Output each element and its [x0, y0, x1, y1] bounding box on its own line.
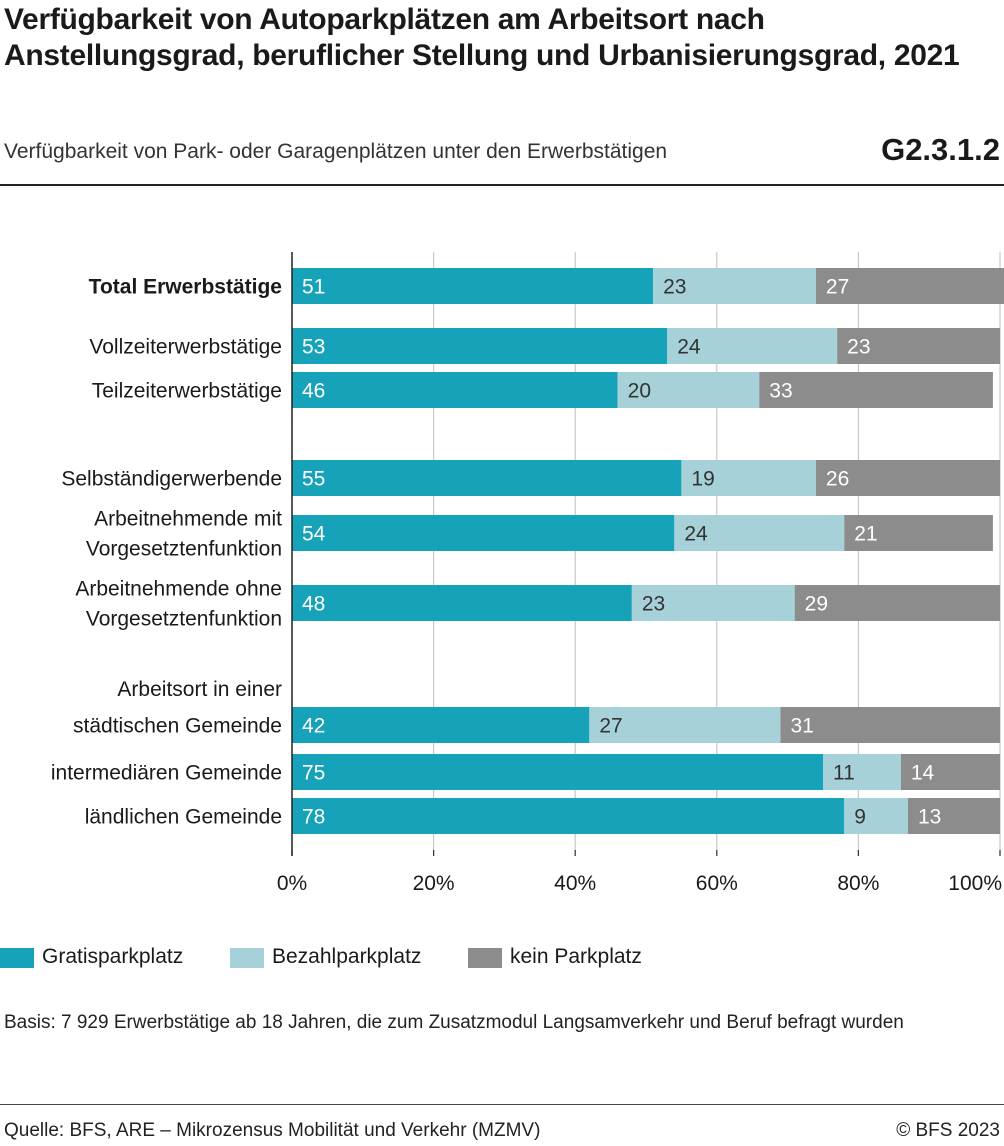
legend-swatch-kein-parkplatz: [468, 948, 502, 968]
bar-segment: [631, 585, 795, 621]
bar-segment: [815, 460, 1000, 496]
category-label: Vorgesetztenfunktion: [86, 608, 282, 631]
x-tick-label: 0%: [277, 872, 307, 895]
bar-segment: [292, 460, 682, 496]
data-label: 23: [663, 276, 686, 299]
data-label: 33: [769, 380, 792, 403]
source-text: Quelle: BFS, ARE – Mikrozensus Mobilität…: [4, 1120, 541, 1141]
category-label: Vorgesetztenfunktion: [86, 538, 282, 561]
data-label: 9: [854, 806, 866, 829]
bar-segment: [292, 268, 654, 304]
category-label: intermediären Gemeinde: [51, 762, 282, 785]
bar-segment: [617, 372, 760, 408]
bar-segment: [837, 328, 1000, 364]
stacked-bar-chart: 0% 20% 40% 60% 80% 100% 51 23 27 Total Erwerbstät…: [51, 252, 1004, 895]
bar-segment: [823, 754, 901, 790]
chart-subtitle: Verfügbarkeit von Park- oder Garagenplät…: [4, 140, 668, 163]
data-label: 23: [642, 593, 665, 616]
bar-segment: [844, 798, 908, 834]
bar-segment: [815, 268, 1004, 304]
bar-segment: [681, 460, 816, 496]
x-tick-label: 100%: [948, 872, 1002, 895]
data-label: 31: [791, 715, 814, 738]
x-tick-label: 60%: [696, 872, 738, 895]
data-label: 11: [833, 762, 855, 785]
chart-title: Verfügbarkeit von Autoparkplätzen am Arb…: [4, 3, 960, 72]
bar-segment: [900, 754, 1000, 790]
data-label: 14: [911, 762, 935, 785]
x-tick-label: 80%: [837, 872, 879, 895]
data-label: 13: [918, 806, 941, 829]
data-label: 55: [302, 468, 325, 491]
category-label: Arbeitnehmende ohne: [75, 578, 282, 601]
x-tick-label: 20%: [413, 872, 455, 895]
data-label: 48: [302, 593, 325, 616]
bar-segment: [794, 585, 1000, 621]
category-label: Arbeitnehmende mit: [94, 508, 282, 531]
data-label: 46: [302, 380, 325, 403]
category-label: ländlichen Gemeinde: [85, 806, 282, 829]
basis-note: Basis: 7 929 Erwerbstätige ab 18 Jahren,…: [4, 1012, 904, 1033]
data-label: 51: [302, 276, 325, 299]
data-label: 75: [302, 762, 325, 785]
bar-segment: [674, 515, 845, 551]
data-label: 29: [805, 593, 828, 616]
bar-segment: [589, 707, 781, 743]
bar-segment: [292, 707, 590, 743]
bar-segment: [844, 515, 993, 551]
header-divider: [0, 184, 1004, 186]
bar-segment: [292, 798, 845, 834]
bar-segment: [907, 798, 1000, 834]
data-label: 78: [302, 806, 325, 829]
bar-segment: [667, 328, 838, 364]
bar-segment: [653, 268, 816, 304]
category-label: Selbständigerwerbende: [61, 468, 282, 491]
data-label: 27: [599, 715, 622, 738]
data-label: 54: [302, 523, 326, 546]
data-label: 21: [854, 523, 877, 546]
group-heading: Arbeitsort in einer: [117, 678, 282, 701]
data-label: 42: [302, 715, 325, 738]
bar-segment: [292, 372, 618, 408]
bar-segment: [292, 754, 823, 790]
legend-label: Gratisparkplatz: [42, 945, 184, 968]
data-label: 20: [628, 380, 651, 403]
data-label: 24: [684, 523, 708, 546]
legend-label: Bezahlparkplatz: [272, 945, 422, 968]
copyright-text: © BFS 2023: [896, 1120, 1000, 1141]
data-label: 24: [677, 336, 701, 359]
category-label: Total Erwerbstätige: [89, 276, 282, 299]
legend-swatch-gratisparkplatz: [0, 948, 34, 968]
data-label: 27: [826, 276, 849, 299]
legend-swatch-bezahlparkplatz: [230, 948, 264, 968]
chart-code: G2.3.1.2: [881, 132, 1000, 167]
footer-divider: [0, 1104, 1004, 1105]
data-label: 23: [847, 336, 870, 359]
bar-segment: [292, 328, 668, 364]
data-label: 53: [302, 336, 325, 359]
category-label: städtischen Gemeinde: [73, 715, 282, 738]
x-tick-label: 40%: [554, 872, 596, 895]
category-label: Teilzeiterwerbstätige: [92, 380, 282, 403]
data-label: 26: [826, 468, 849, 491]
legend-label: kein Parkplatz: [510, 945, 642, 968]
data-label: 19: [691, 468, 714, 491]
category-label: Vollzeiterwerbstätige: [89, 336, 282, 359]
bar-segment: [759, 372, 993, 408]
bar-segment: [780, 707, 1000, 743]
bar-segment: [292, 515, 675, 551]
bar-segment: [292, 585, 632, 621]
